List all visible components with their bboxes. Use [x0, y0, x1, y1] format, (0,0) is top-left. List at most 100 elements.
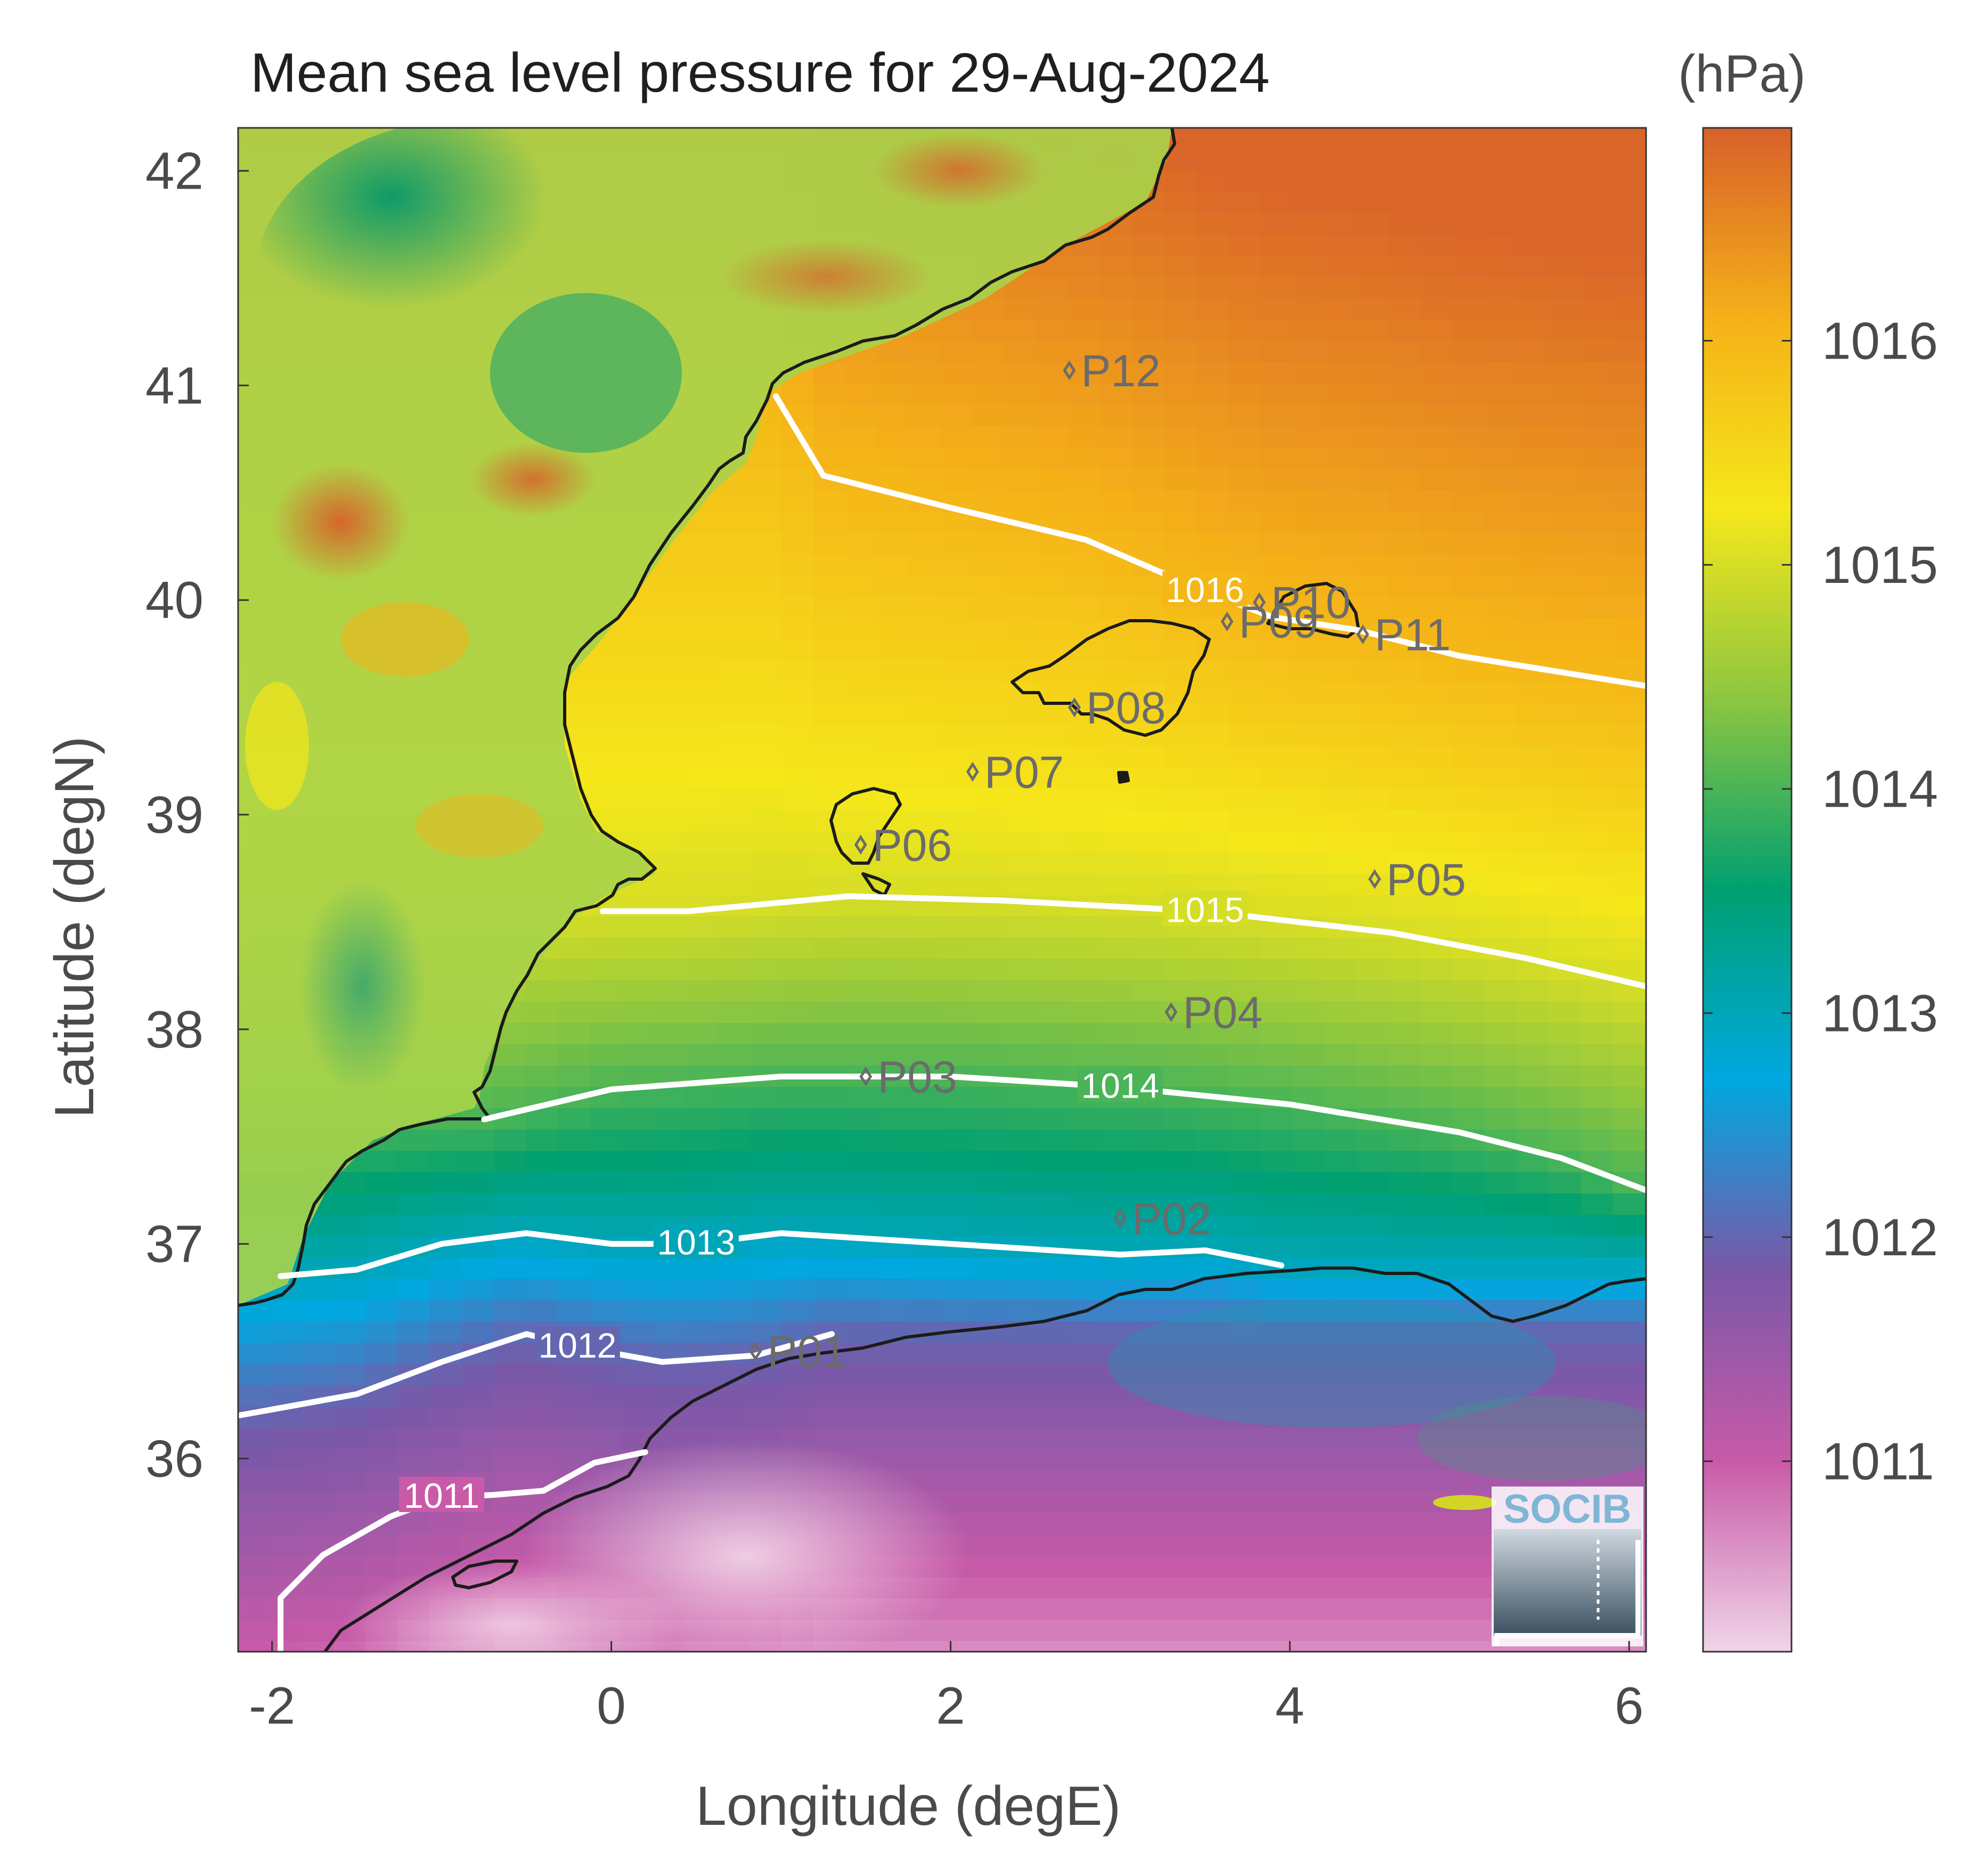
field-cell: [909, 448, 942, 469]
field-cell: [1581, 639, 1613, 661]
field-cell: [1261, 874, 1293, 896]
field-cell: [1453, 831, 1485, 853]
field-cell: [1357, 938, 1389, 960]
field-cell: [1581, 1130, 1613, 1151]
field-cell: [302, 1428, 335, 1450]
field-cell: [1229, 320, 1261, 342]
field-cell: [1037, 618, 1070, 640]
field-cell: [1261, 1364, 1293, 1386]
field-cell: [1453, 1598, 1485, 1620]
field-cell: [1069, 1215, 1102, 1237]
field-cell: [686, 1151, 718, 1173]
field-cell: [1389, 1641, 1421, 1652]
field-cell: [686, 639, 718, 661]
field-cell: [1005, 1257, 1038, 1279]
station-label: P04: [1183, 988, 1262, 1038]
field-cell: [1037, 639, 1070, 661]
coastline-menorca: [1266, 582, 1360, 638]
field-cell: [1197, 490, 1229, 512]
field-cell: [973, 1215, 1006, 1237]
field-cell: [1421, 682, 1453, 704]
field-cell: [302, 1471, 335, 1492]
field-cell: [941, 1428, 974, 1450]
field-cell: [1293, 1130, 1325, 1151]
field-cell: [1581, 1044, 1613, 1066]
field-cell: [941, 703, 974, 725]
field-cell: [877, 448, 910, 469]
field-cell: [909, 682, 942, 704]
field-cell: [909, 1130, 942, 1151]
field-cell: [558, 1172, 590, 1194]
field-cell: [1229, 1002, 1261, 1024]
field-cell: [302, 1577, 335, 1599]
field-cell: [1133, 831, 1166, 853]
field-cell: [941, 1002, 974, 1024]
field-cell: [398, 1513, 430, 1535]
field-cell: [686, 810, 718, 832]
field-cell: [462, 1385, 494, 1407]
field-cell: [1229, 1151, 1261, 1173]
field-cell: [1005, 916, 1038, 938]
field-cell: [1101, 959, 1134, 981]
station-marker-icon: [1356, 624, 1370, 645]
field-cell: [1357, 1641, 1389, 1652]
field-cell: [1197, 1471, 1229, 1492]
field-cell: [1069, 789, 1102, 810]
field-cell: [1613, 1236, 1645, 1258]
field-cell: [1389, 170, 1421, 192]
field-cell: [1037, 746, 1070, 768]
field-cell: [1389, 746, 1421, 768]
field-cell: [1421, 426, 1453, 448]
field-cell: [1261, 959, 1293, 981]
field-cell: [1517, 1002, 1549, 1024]
field-cell: [1517, 384, 1549, 405]
field-cell: [462, 1130, 494, 1151]
field-cell: [1069, 1002, 1102, 1024]
field-cell: [1005, 575, 1038, 597]
field-cell: [1581, 256, 1613, 278]
field-cell: [1101, 256, 1134, 278]
field-cell: [813, 384, 846, 405]
field-cell: [494, 1257, 526, 1279]
field-cell: [1005, 1428, 1038, 1450]
field-cell: [1069, 256, 1102, 278]
field-cell: [781, 1130, 814, 1151]
field-cell: [1421, 1513, 1453, 1535]
field-cell: [1261, 1407, 1293, 1428]
field-cell: [1037, 1343, 1070, 1365]
field-cell: [1229, 789, 1261, 810]
field-cell: [526, 1108, 558, 1130]
field-cell: [686, 959, 718, 981]
field-cell: [1293, 1513, 1325, 1535]
field-cell: [1453, 852, 1485, 874]
field-cell: [1101, 661, 1134, 683]
field-cell: [973, 575, 1006, 597]
field-cell: [1197, 1385, 1229, 1407]
field-cell: [1549, 1066, 1581, 1087]
field-cell: [1165, 1044, 1198, 1066]
field-cell: [1389, 192, 1421, 214]
field-cell: [1261, 384, 1293, 405]
field-cell: [1037, 852, 1070, 874]
field-cell: [1517, 639, 1549, 661]
field-cell: [1357, 533, 1389, 555]
field-cell: [1549, 1108, 1581, 1130]
field-cell: [1325, 320, 1357, 342]
socib-logo-text: SOCIB: [1503, 1487, 1632, 1532]
field-cell: [590, 1066, 622, 1087]
field-cell: [813, 1023, 846, 1045]
field-cell: [366, 1321, 398, 1343]
field-cell: [1421, 1215, 1453, 1237]
field-cell: [1325, 938, 1357, 960]
field-cell: [494, 1193, 526, 1215]
field-cell: [1644, 703, 1646, 725]
field-cell: [1357, 852, 1389, 874]
field-cell: [1644, 767, 1646, 789]
field-cell: [813, 1407, 846, 1428]
field-cell: [1197, 128, 1229, 150]
field-cell: [1101, 320, 1134, 342]
field-cell: [1389, 1385, 1421, 1407]
field-cell: [750, 1023, 782, 1045]
field-cell: [1261, 938, 1293, 960]
